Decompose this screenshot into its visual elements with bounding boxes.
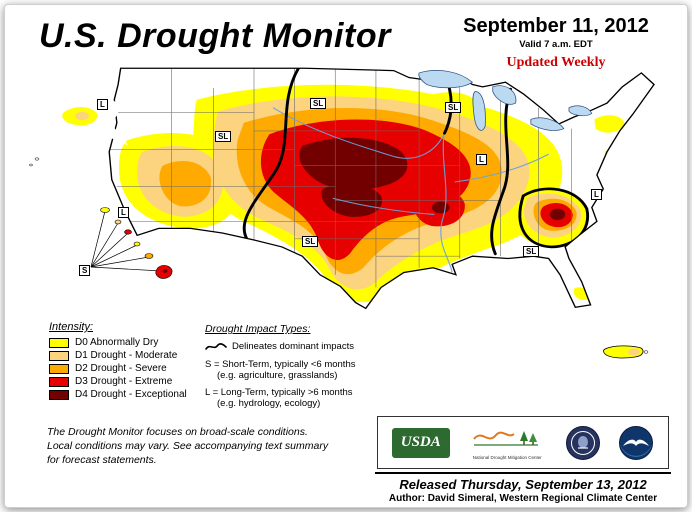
conus-group bbox=[108, 67, 655, 310]
conus-outline bbox=[108, 67, 655, 310]
impact-label-dakotas: SL bbox=[310, 98, 327, 109]
impact-label-southeast: SL bbox=[523, 246, 540, 257]
legend-item-d4: D4 Drought - Exceptional bbox=[49, 389, 204, 400]
impact-label-texas: SL bbox=[302, 236, 319, 247]
impact-label-michigan: L bbox=[476, 154, 487, 165]
disclaimer-text: The Drought Monitor focuses on broad-sca… bbox=[47, 426, 329, 467]
hawaii-inset bbox=[90, 207, 173, 279]
legend-item-d3: D3 Drought - Extreme bbox=[49, 376, 204, 387]
d3-swatch bbox=[49, 376, 69, 387]
ndmc-graphic-icon bbox=[473, 431, 539, 446]
author-credit: Author: David Simeral, Western Regional … bbox=[388, 493, 658, 504]
d1-swatch bbox=[49, 350, 69, 361]
agency-logos: USDA National Drought Mitigation Center bbox=[377, 416, 669, 469]
ndmc-logo: National Drought Mitigation Center bbox=[467, 425, 547, 460]
long-term-examples: (e.g. hydrology, ecology) bbox=[217, 398, 321, 409]
date-block: September 11, 2012 Valid 7 a.m. EDT Upda… bbox=[441, 15, 671, 71]
ndmc-caption: National Drought Mitigation Center bbox=[472, 455, 542, 460]
puerto-rico-inset bbox=[603, 345, 649, 359]
intensity-legend: Intensity: D0 Abnormally Dry D1 Drought … bbox=[49, 321, 204, 402]
valid-time: Valid 7 a.m. EDT bbox=[519, 39, 593, 50]
impact-types-legend: Drought Impact Types: Delineates dominan… bbox=[205, 323, 383, 409]
released-date: Released Thursday, September 13, 2012 bbox=[399, 477, 647, 492]
updated-weekly-note: Updated Weekly bbox=[506, 55, 606, 70]
impact-label-hawaii: L bbox=[118, 207, 129, 218]
legend-heading: Intensity: bbox=[49, 321, 94, 333]
impact-label-hawaii-s: S bbox=[79, 265, 91, 276]
impact-types-heading: Drought Impact Types: bbox=[205, 323, 311, 335]
d0-swatch bbox=[49, 337, 69, 348]
page-title: U.S. Drought Monitor bbox=[39, 17, 391, 55]
d4-swatch bbox=[49, 389, 69, 400]
commerce-seal-icon bbox=[565, 425, 600, 460]
delineates-row: Delineates dominant impacts bbox=[205, 341, 383, 352]
report-date: September 11, 2012 bbox=[463, 15, 649, 37]
rivers bbox=[272, 107, 549, 273]
impact-label-montana: SL bbox=[215, 131, 232, 142]
d2-swatch bbox=[49, 363, 69, 374]
hawaii-callout-lines bbox=[90, 210, 162, 272]
noaa-logo-icon bbox=[619, 425, 654, 460]
legend-item-d1: D1 Drought - Moderate bbox=[49, 350, 204, 361]
drought-monitor-report: U.S. Drought Monitor September 11, 2012 … bbox=[4, 4, 688, 508]
long-term-definition: L = Long-Term, typically >6 months bbox=[205, 387, 353, 398]
usda-logo: USDA bbox=[391, 427, 450, 458]
legend-item-d2: D2 Drought - Severe bbox=[49, 363, 204, 374]
impact-label-midatlantic: L bbox=[591, 189, 602, 200]
impact-curve-icon bbox=[205, 342, 227, 350]
release-block: Released Thursday, September 13, 2012 Au… bbox=[375, 472, 671, 504]
us-drought-map: L SL SL SL L L L S SL SL bbox=[25, 61, 680, 329]
great-lakes bbox=[418, 70, 593, 131]
impact-label-midwest: SL bbox=[445, 102, 462, 113]
legend-item-d0: D0 Abnormally Dry bbox=[49, 337, 204, 348]
short-term-definition: S = Short-Term, typically <6 months bbox=[205, 359, 356, 370]
alaska-inset bbox=[29, 94, 128, 167]
short-term-examples: (e.g. agriculture, grasslands) bbox=[217, 370, 338, 381]
impact-label-alaska: L bbox=[97, 99, 108, 110]
us-map-svg bbox=[29, 67, 655, 310]
